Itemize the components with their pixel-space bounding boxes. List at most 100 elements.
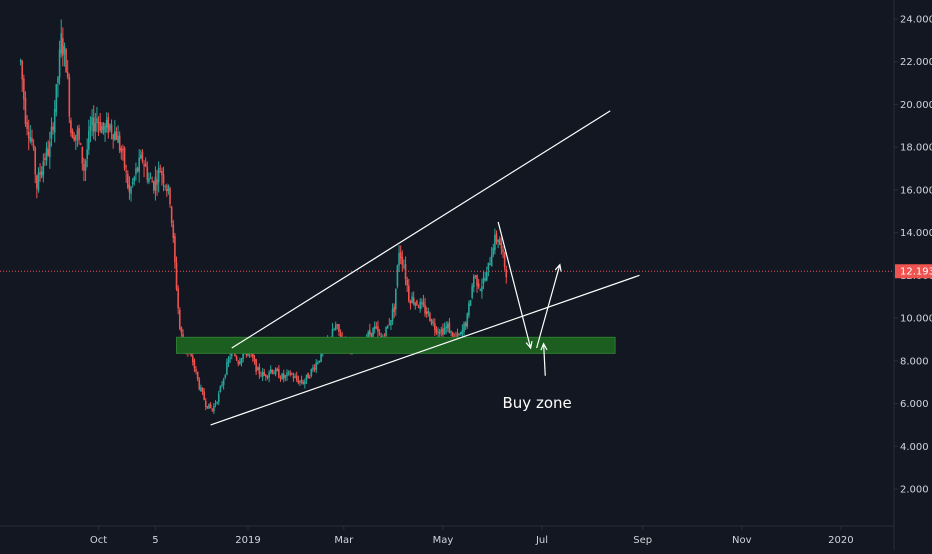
candle xyxy=(139,149,142,160)
candle xyxy=(118,131,121,154)
lower-channel-line[interactable] xyxy=(210,274,640,426)
candle xyxy=(263,368,266,376)
candle-body xyxy=(497,239,499,242)
candle-body xyxy=(73,137,75,141)
candle-body xyxy=(107,117,110,134)
candle-body xyxy=(206,406,209,409)
candle xyxy=(479,288,482,292)
candle-body xyxy=(435,329,438,333)
candle-body xyxy=(227,359,230,363)
candle-body xyxy=(34,147,37,175)
upper-channel-line[interactable] xyxy=(231,110,611,349)
candle xyxy=(40,166,43,179)
candle xyxy=(266,375,269,380)
candle-body xyxy=(47,149,50,156)
candle xyxy=(377,320,379,338)
candle xyxy=(66,60,69,80)
candle-body xyxy=(494,235,496,251)
candle xyxy=(424,297,426,317)
candle xyxy=(408,278,410,303)
candle xyxy=(29,125,32,144)
candle-body xyxy=(112,134,114,140)
candle xyxy=(414,301,417,310)
candle-body xyxy=(120,148,123,153)
candle xyxy=(86,138,88,168)
candle-body xyxy=(221,384,223,386)
candle-body xyxy=(200,387,202,391)
candle-body xyxy=(32,144,35,149)
candle xyxy=(92,105,95,140)
candle xyxy=(297,375,300,385)
x-tick-label: 2020 xyxy=(828,535,853,546)
candle-body xyxy=(271,369,274,374)
candle-body xyxy=(390,320,392,326)
candle xyxy=(286,369,288,381)
buy-zone-box[interactable] xyxy=(176,336,616,354)
candle-body xyxy=(282,373,285,379)
candle xyxy=(19,58,22,66)
forecast-up-arrowhead xyxy=(554,263,562,272)
candle-body xyxy=(409,301,412,304)
candle xyxy=(177,285,179,315)
candle-body xyxy=(502,249,504,253)
candle-body xyxy=(89,126,92,131)
y-tick-label: 18.000 xyxy=(900,143,932,154)
candle xyxy=(154,166,157,201)
candle xyxy=(24,91,27,127)
candle xyxy=(97,116,100,136)
candle-body xyxy=(217,393,220,402)
candle-body xyxy=(110,124,113,133)
candle-body xyxy=(96,118,98,123)
candle xyxy=(284,374,287,382)
candle-body xyxy=(151,181,153,183)
candle xyxy=(287,370,290,376)
candle-body xyxy=(167,185,170,191)
candle xyxy=(131,177,134,188)
candle xyxy=(482,270,485,290)
candle xyxy=(227,356,230,368)
candle-body xyxy=(367,331,369,339)
candle xyxy=(468,300,470,319)
candle-body xyxy=(235,356,238,361)
candle xyxy=(221,381,223,388)
candle xyxy=(466,312,469,329)
candle-body xyxy=(198,379,201,390)
candle-body xyxy=(490,255,493,267)
candle-body xyxy=(196,371,199,380)
x-tick-label: Mar xyxy=(334,535,354,546)
candle xyxy=(386,324,389,329)
candle xyxy=(278,365,280,379)
candle xyxy=(422,294,425,308)
candle-body xyxy=(458,334,460,336)
candle-body xyxy=(71,130,74,139)
candle-body xyxy=(446,323,449,329)
forecast-path-arrow[interactable] xyxy=(497,221,562,350)
candle-body xyxy=(146,166,149,180)
buy-zone-pointer-arrow[interactable] xyxy=(540,342,548,376)
candle-body xyxy=(164,185,166,187)
candle xyxy=(208,403,210,409)
candle-body xyxy=(201,388,204,392)
candle xyxy=(159,164,162,173)
candle-body xyxy=(472,276,475,288)
candle xyxy=(484,271,486,282)
candle-body xyxy=(450,330,452,332)
candle-body xyxy=(286,372,288,377)
candle xyxy=(471,282,473,300)
candle xyxy=(490,247,493,267)
candle-body xyxy=(91,117,93,126)
candle-body xyxy=(40,171,43,178)
candle xyxy=(170,205,173,228)
candle-body xyxy=(222,379,225,386)
candle xyxy=(255,358,257,376)
time-axis-panel[interactable] xyxy=(0,526,894,550)
candle xyxy=(101,122,103,134)
candle xyxy=(89,116,92,143)
candle-body xyxy=(154,176,157,191)
candle xyxy=(217,390,220,406)
candle-body xyxy=(211,408,214,411)
candle-body xyxy=(312,367,314,370)
candle-body xyxy=(451,332,454,339)
